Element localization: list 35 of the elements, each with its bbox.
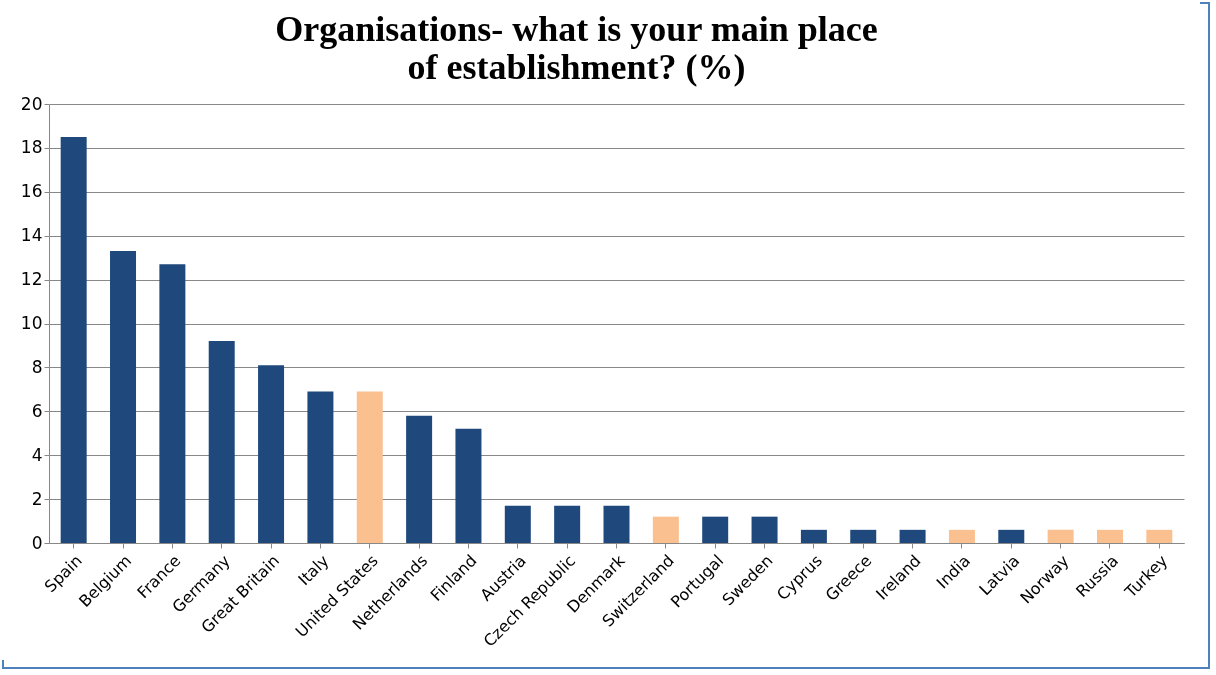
y-tick-label: 18 xyxy=(20,137,43,158)
y-tick-label: 2 xyxy=(31,488,43,509)
bar xyxy=(159,264,186,543)
bar xyxy=(603,505,630,543)
bar xyxy=(899,529,926,543)
bar xyxy=(948,529,975,543)
bar xyxy=(504,505,531,543)
bar xyxy=(307,391,334,543)
bar xyxy=(652,516,679,543)
y-tick-label: 20 xyxy=(20,93,43,114)
y-tick-label: 16 xyxy=(20,181,43,202)
bar xyxy=(258,365,285,543)
y-tick-label: 4 xyxy=(31,444,43,465)
bar xyxy=(110,251,137,543)
bar xyxy=(406,415,433,543)
bar xyxy=(1096,529,1123,543)
bar xyxy=(208,341,235,543)
bar xyxy=(60,136,87,543)
bar xyxy=(702,516,729,543)
y-tick-label: 10 xyxy=(20,313,43,333)
y-tick-label: 12 xyxy=(20,269,43,290)
chart-title: Organisations- what is your main place of establishment? (%) xyxy=(275,9,878,87)
y-tick-label: 0 xyxy=(31,532,43,553)
bar xyxy=(1146,529,1173,543)
bar xyxy=(850,529,877,543)
bar xyxy=(1047,529,1074,543)
bar xyxy=(751,516,778,543)
bar xyxy=(800,529,827,543)
bar xyxy=(554,505,581,543)
bar xyxy=(356,391,383,543)
bar xyxy=(998,529,1025,543)
y-tick-label: 14 xyxy=(20,225,43,246)
y-tick-label: 8 xyxy=(31,356,43,377)
y-tick-label: 6 xyxy=(31,400,43,421)
bar xyxy=(455,428,482,543)
